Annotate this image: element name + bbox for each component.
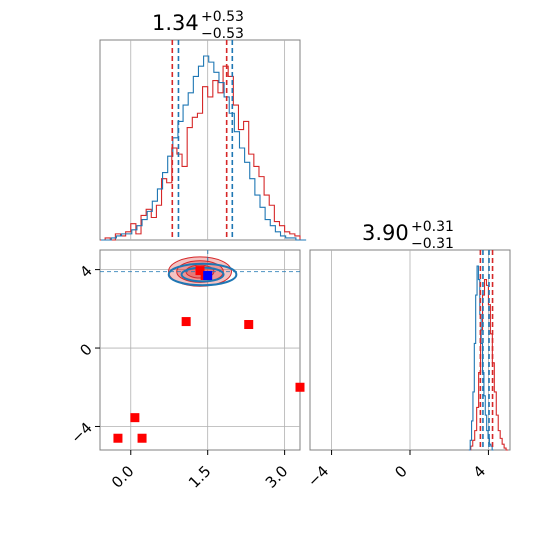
- y-tick-label: 0: [76, 340, 95, 359]
- quantile-lines: [171, 40, 234, 240]
- sample-point: [181, 317, 191, 327]
- param-1-title-minus: −0.53: [201, 26, 244, 42]
- param-2-title-minus: −0.31: [411, 236, 454, 252]
- sample-point: [137, 433, 147, 443]
- x-tick-label: 4: [470, 462, 489, 481]
- y-tick-label: 4: [76, 262, 95, 281]
- x-tick-label: −4: [304, 462, 332, 490]
- param-1-title-value: 1.34: [152, 11, 199, 35]
- x-tick-labels: −4 0 4: [304, 450, 489, 490]
- histogram-series: [100, 55, 307, 241]
- histogram-step: [468, 265, 494, 451]
- sample-point: [113, 433, 123, 443]
- param-2-marginal-panel: −4 0 4 3.90 +0.31 −0.31: [304, 219, 511, 490]
- x-tick-label: 3.0: [262, 462, 292, 492]
- param-1-marginal-panel: 1.34 +0.53 −0.53: [99, 9, 307, 241]
- gridlines: [130, 40, 286, 240]
- panel-frame: [99, 249, 301, 451]
- contour-level: [167, 262, 238, 287]
- sample-points: [113, 266, 305, 443]
- sample-point: [295, 382, 305, 392]
- joint-panel: 0.0 1.5 3.0 −4 0 4: [67, 249, 305, 492]
- histogram-series: [468, 265, 509, 451]
- histogram-step: [468, 279, 509, 451]
- sample-point: [195, 266, 205, 276]
- x-tick-labels: 0.0 1.5 3.0: [108, 450, 291, 492]
- param-1-title-plus: +0.53: [201, 9, 244, 25]
- histogram-step: [100, 65, 306, 241]
- x-tick-label: 0.0: [108, 462, 138, 492]
- sample-point: [130, 413, 140, 423]
- panel-frame: [99, 39, 301, 241]
- param-2-title-plus: +0.31: [411, 219, 454, 235]
- truth-point: [203, 270, 213, 280]
- quantile-lines: [479, 250, 494, 450]
- histogram-step: [101, 55, 307, 241]
- x-tick-label: 1.5: [185, 462, 215, 492]
- sample-point: [244, 320, 254, 330]
- y-tick-label: −4: [67, 419, 95, 447]
- x-tick-label: 0: [391, 462, 410, 481]
- param-2-title-value: 3.90: [362, 221, 409, 245]
- gridlines: [331, 250, 489, 450]
- y-tick-labels: −4 0 4: [67, 262, 100, 447]
